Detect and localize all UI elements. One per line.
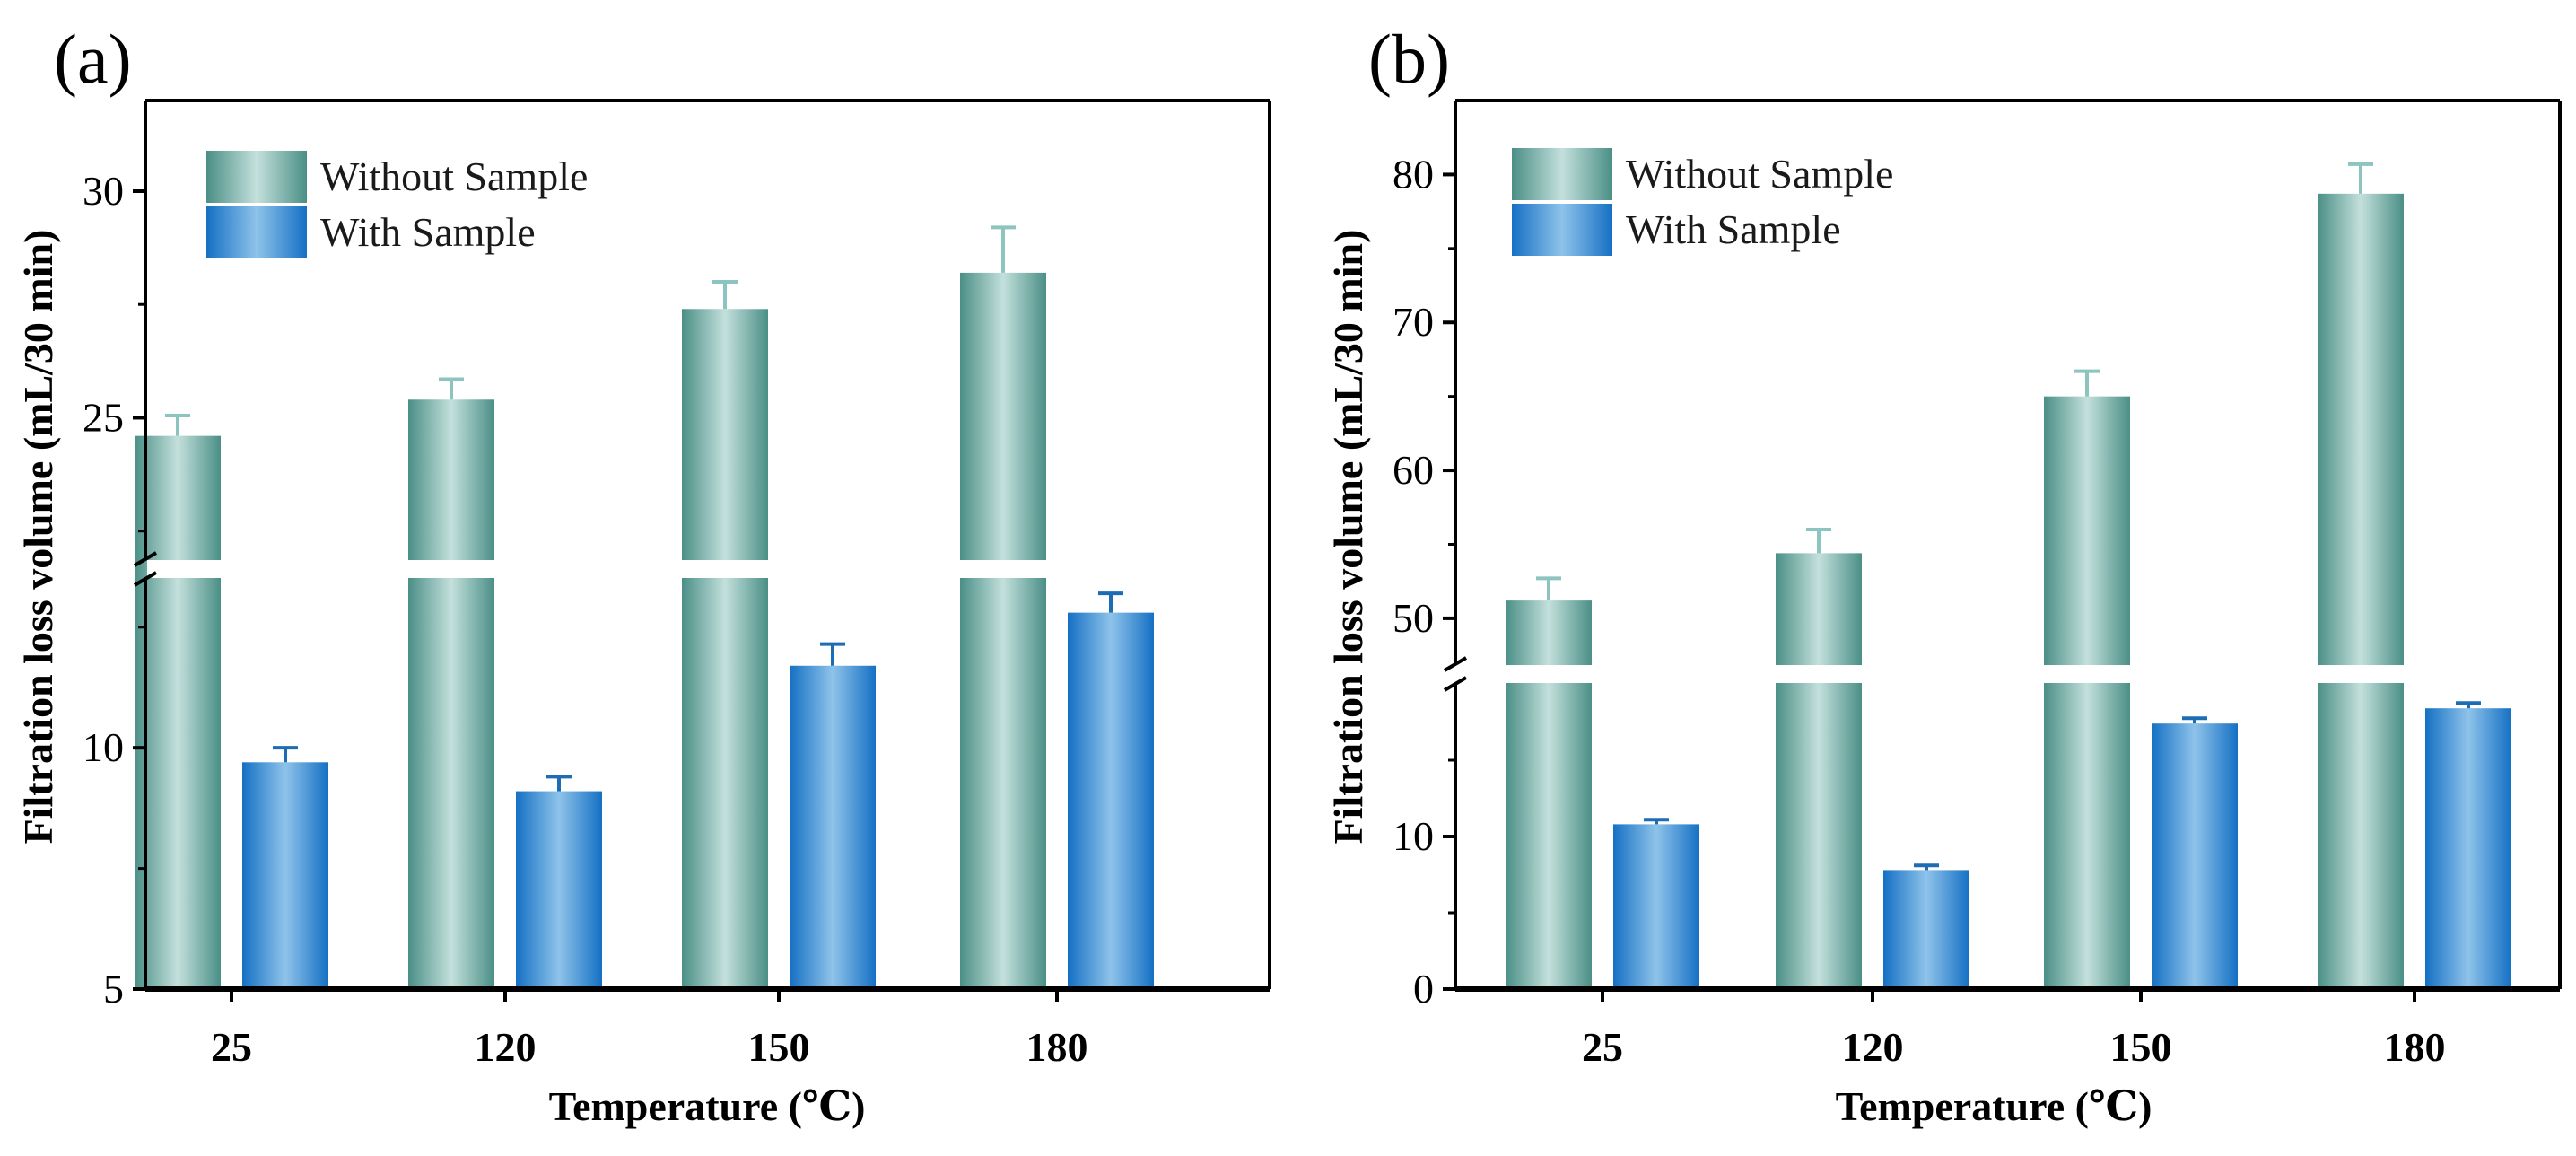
bar-with-120 — [1883, 870, 1969, 989]
bar-without-180 — [2318, 193, 2404, 989]
legend-label-without: Without Sample — [320, 153, 588, 199]
panel-a-plot: 5 10 25 30 25 120 150 180 — [83, 99, 1271, 1070]
bar-with-120 — [516, 791, 602, 989]
y-tick-label-60: 60 — [1393, 447, 1434, 493]
y-tick-label-80: 80 — [1393, 151, 1434, 197]
x-tick-label-180: 180 — [2384, 1024, 2446, 1070]
break-mark-lower — [133, 571, 158, 587]
panel-a-label: (a) — [54, 20, 132, 98]
x-tick-label-120: 120 — [475, 1024, 537, 1070]
panel-b-plot: 0 10 50 60 70 80 25 120 150 180 — [1393, 99, 2562, 1070]
bar-without-120 — [408, 399, 494, 989]
panel-b-label: (b) — [1368, 20, 1450, 98]
bar-with-25 — [242, 762, 328, 989]
legend-label-with: With Sample — [320, 209, 536, 255]
panel-b: (b) 0 10 50 60 70 80 25 120 150 180 Temperature (… — [1325, 20, 2562, 1129]
y-tick-label-10: 10 — [83, 724, 124, 770]
break-mark-upper — [1443, 656, 1468, 672]
panel-a-ylabel: Filtration loss volume (mL/30 min) — [15, 230, 61, 845]
legend-swatch-without — [206, 151, 307, 203]
x-tick-label-150: 150 — [748, 1024, 810, 1070]
panel-b-xlabel: Temperature (℃) — [1836, 1083, 2152, 1129]
panel-b-ylabel: Filtration loss volume (mL/30 min) — [1325, 230, 1371, 845]
bar-without-120 — [1776, 553, 1862, 989]
y-tick-label-30: 30 — [83, 168, 124, 214]
legend-swatch-with — [1512, 204, 1612, 256]
legend-label-without: Without Sample — [1626, 151, 1893, 197]
y-tick-label-0: 0 — [1413, 966, 1434, 1012]
bar-with-150 — [790, 665, 876, 989]
legend-swatch-with — [206, 206, 307, 258]
bar-without-25 — [135, 435, 221, 990]
bar-without-150 — [682, 309, 768, 989]
bar-with-180 — [1068, 612, 1154, 989]
bar-without-25 — [1506, 600, 1592, 989]
x-tick-label-150: 150 — [2110, 1024, 2172, 1070]
panel-b-legend: Without Sample With Sample — [1512, 148, 1893, 256]
y-tick-label-5: 5 — [103, 966, 124, 1012]
y-tick-label-50: 50 — [1393, 595, 1434, 641]
axis-break-band — [1457, 665, 2558, 683]
panel-a-xlabel: Temperature (℃) — [549, 1083, 866, 1129]
y-tick-label-10: 10 — [1393, 813, 1434, 859]
y-tick-label-70: 70 — [1393, 299, 1434, 345]
panel-a-legend: Without Sample With Sample — [206, 151, 588, 258]
x-tick-label-180: 180 — [1026, 1024, 1088, 1070]
x-tick-label-120: 120 — [1842, 1024, 1904, 1070]
y-tick-label-25: 25 — [83, 394, 124, 440]
bar-with-25 — [1613, 824, 1699, 989]
bar-with-150 — [2152, 723, 2238, 989]
legend-swatch-without — [1512, 148, 1612, 200]
bar-without-180 — [960, 272, 1046, 989]
x-tick-label-25: 25 — [211, 1024, 252, 1070]
axis-break-band — [147, 560, 1268, 578]
panel-a: (a) 5 10 25 30 25 120 150 180 Temperature (℃) F… — [15, 20, 1271, 1129]
x-tick-label-25: 25 — [1582, 1024, 1623, 1070]
legend-label-with: With Sample — [1626, 206, 1841, 252]
break-mark-lower — [1443, 676, 1468, 692]
bar-with-180 — [2425, 708, 2511, 989]
break-mark-upper — [133, 551, 158, 567]
bar-without-150 — [2044, 396, 2130, 989]
